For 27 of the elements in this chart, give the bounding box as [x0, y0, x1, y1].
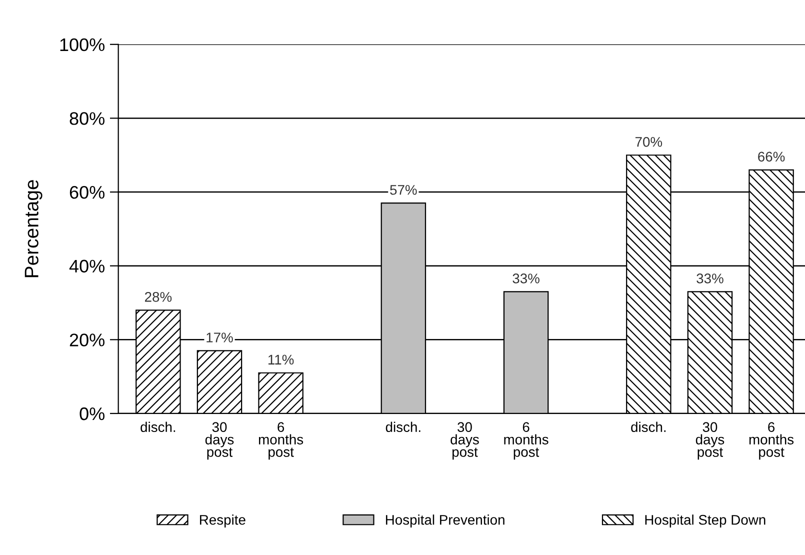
y-tick-label: 0%	[80, 407, 104, 420]
data-label: 17%	[206, 332, 233, 342]
x-tick-label: disch.	[631, 422, 666, 432]
data-label: 70%	[635, 136, 662, 147]
data-label: 33%	[696, 274, 724, 284]
x-tick-label: 6 months post	[504, 422, 548, 460]
x-tick-label: disch.	[140, 422, 176, 432]
y-tick-label: 40%	[69, 260, 104, 273]
legend-label: Respite	[200, 514, 246, 528]
legend-label: Hospital Prevention	[386, 514, 504, 528]
x-tick-label: 30 days post	[450, 422, 479, 460]
x-tick-label: disch.	[386, 422, 420, 432]
x-tick-label: 6 months post	[258, 422, 304, 460]
x-tick-label: 6 months post	[749, 422, 794, 460]
legend-label: Hospital Step Down	[645, 514, 766, 528]
data-label: 66%	[758, 152, 785, 162]
data-label: 57%	[390, 185, 417, 195]
data-label: 28%	[144, 292, 172, 302]
y-axis-title: Percentage	[24, 180, 42, 278]
x-tick-label: 30 days post	[205, 422, 234, 460]
x-tick-label: 30 days post	[696, 422, 724, 460]
y-tick-label: 20%	[70, 334, 104, 346]
y-tick-label: 60%	[70, 186, 104, 199]
y-tick-label: 100%	[60, 38, 104, 52]
data-label: 11%	[268, 354, 294, 365]
y-tick-label: 80%	[70, 112, 104, 125]
data-label: 33%	[512, 274, 540, 284]
